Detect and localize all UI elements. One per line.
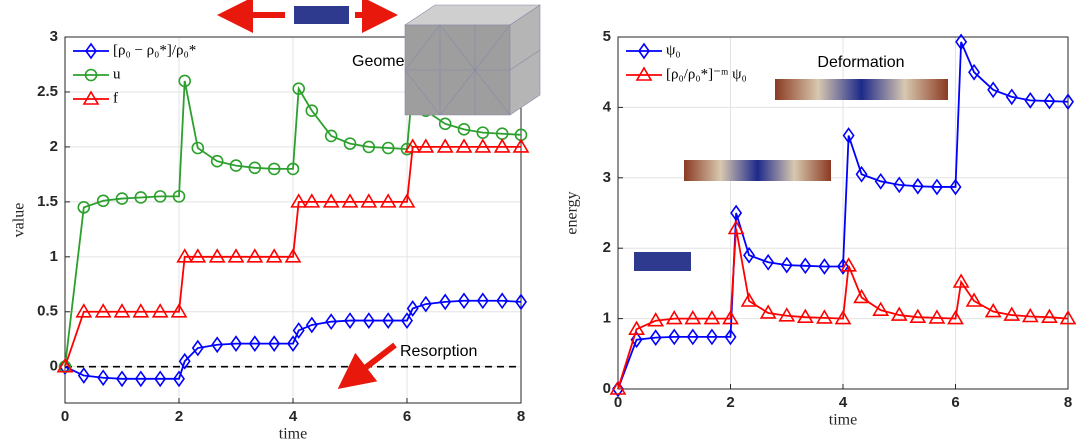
y-tick-label: 3: [50, 28, 58, 45]
y-tick-label: 4: [603, 98, 612, 115]
y-tick-label: 0.5: [37, 303, 58, 320]
x-tick-label: 4: [839, 394, 848, 411]
legend-label: u: [113, 66, 121, 82]
y-tick-label: 2: [603, 239, 611, 256]
x-axis-label: time: [829, 412, 857, 429]
legend-label: [ρ₀/ρ₀*]⁻ᵐ ψ₀: [666, 66, 747, 82]
x-tick-label: 8: [1064, 394, 1072, 411]
legend-label: f: [113, 90, 118, 106]
y-tick-label: 0: [50, 358, 58, 375]
y-tick-label: 0: [603, 380, 611, 397]
y-axis-label: energy: [564, 191, 581, 234]
x-tick-label: 8: [517, 408, 525, 425]
x-tick-label: 2: [726, 394, 734, 411]
y-tick-label: 3: [603, 169, 611, 186]
annotation: Deformation: [817, 54, 904, 71]
annotation: Resorption: [400, 343, 477, 360]
y-axis-label: value: [11, 203, 28, 238]
x-tick-label: 6: [951, 394, 959, 411]
figure: 0 0.5 1 1.5 2 2.5 3 0 2 4 6 8 [ρ₀ − ρ₀*]/ρ₀* uf value t…: [0, 0, 1077, 444]
x-tick-label: 2: [175, 408, 183, 425]
y-tick-label: 5: [603, 28, 611, 45]
x-tick-label: 4: [289, 408, 298, 425]
y-tick-label: 1.5: [37, 193, 58, 210]
x-tick-label: 6: [403, 408, 411, 425]
x-axis-label: time: [279, 426, 307, 443]
x-tick-label: 0: [61, 408, 69, 425]
y-tick-label: 2.5: [37, 83, 58, 100]
y-tick-label: 2: [50, 138, 58, 155]
y-tick-label: 1: [50, 248, 58, 265]
legend-label: [ρ₀ − ρ₀*]/ρ₀*: [113, 42, 196, 58]
legend-label: ψ₀: [666, 42, 681, 58]
y-tick-label: 1: [603, 310, 611, 327]
